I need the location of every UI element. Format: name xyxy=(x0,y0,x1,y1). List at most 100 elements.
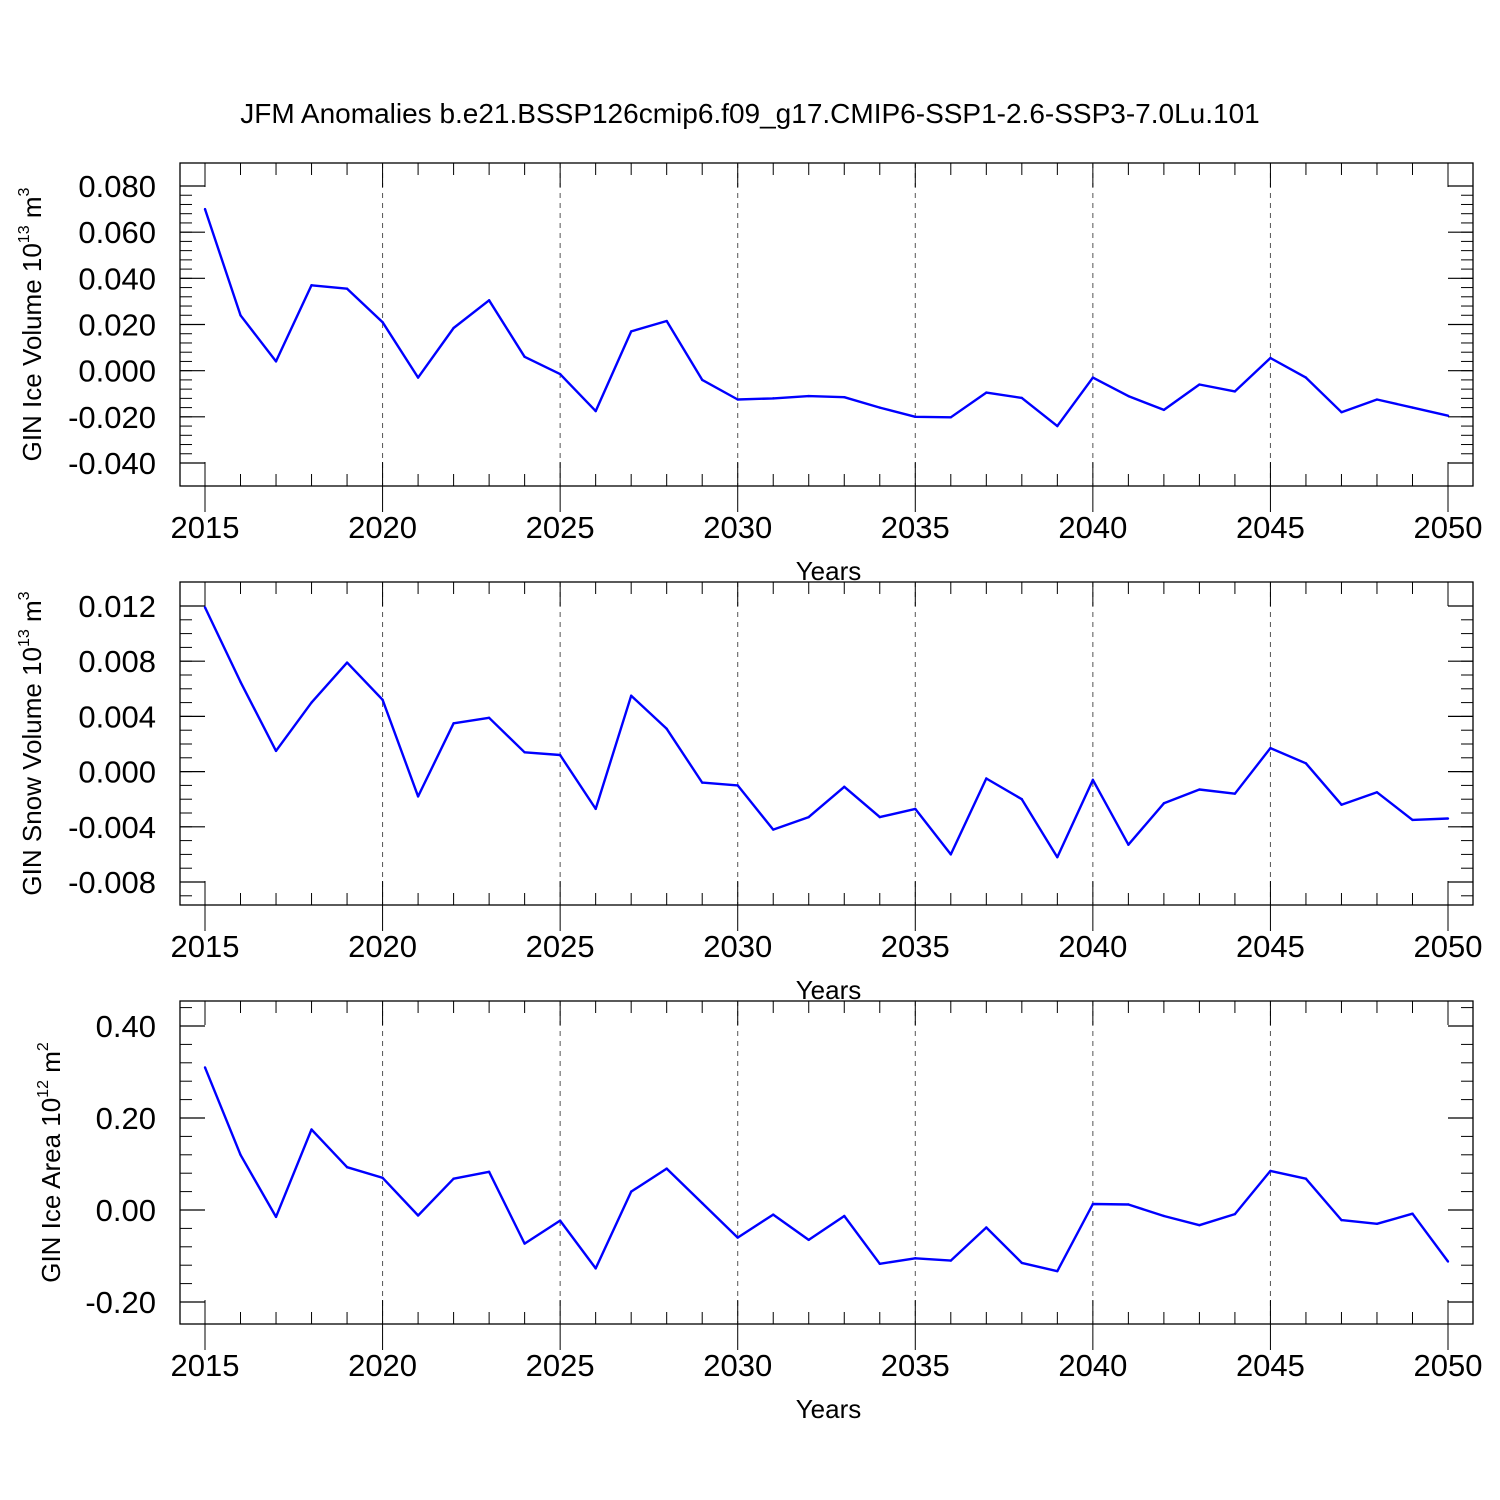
data-point xyxy=(487,1170,491,1174)
data-point xyxy=(1340,1218,1343,1222)
data-point xyxy=(239,680,242,684)
data-point xyxy=(274,360,278,363)
plot-frame xyxy=(179,1000,1474,1325)
data-point xyxy=(878,406,881,409)
data-point xyxy=(239,314,242,317)
x-tick-label: 2040 xyxy=(1058,510,1127,545)
x-tick-label: 2025 xyxy=(526,1348,595,1383)
data-point xyxy=(736,398,739,401)
data-point xyxy=(1091,376,1095,379)
data-point xyxy=(1162,408,1166,412)
data-point xyxy=(416,376,420,379)
data-point xyxy=(949,853,952,856)
data-point xyxy=(558,753,562,757)
data-point xyxy=(345,287,349,290)
y-tick-label: -0.040 xyxy=(68,446,156,481)
data-point xyxy=(914,415,917,419)
y-tick-label: -0.20 xyxy=(85,1285,156,1320)
data-point xyxy=(1446,414,1450,417)
data-point xyxy=(1446,817,1450,820)
data-point xyxy=(310,284,313,287)
data-point xyxy=(452,326,455,330)
data-point xyxy=(523,1242,526,1245)
data-point xyxy=(949,416,952,419)
data-point xyxy=(878,815,881,819)
y-tick-label: -0.004 xyxy=(68,810,156,845)
data-point xyxy=(985,391,988,394)
data-point xyxy=(416,1214,420,1217)
x-axis-label: Years xyxy=(796,975,862,1005)
x-tick-label: 2015 xyxy=(171,1348,240,1383)
data-point xyxy=(558,1219,562,1222)
data-point xyxy=(1304,1177,1308,1180)
data-point xyxy=(985,777,988,780)
x-tick-label: 2030 xyxy=(703,1348,772,1383)
data-point xyxy=(558,372,562,376)
x-tick-label: 2035 xyxy=(881,510,950,545)
data-point xyxy=(274,1215,278,1219)
data-point xyxy=(1198,788,1201,791)
data-point xyxy=(1198,383,1201,386)
y-tick-label: 0.20 xyxy=(96,1101,156,1136)
data-point xyxy=(416,795,420,798)
data-point xyxy=(807,1238,810,1242)
data-point xyxy=(1091,1202,1095,1206)
data-point xyxy=(594,1267,597,1270)
data-point xyxy=(736,784,739,787)
series-line xyxy=(203,208,1449,428)
x-tick-label: 2050 xyxy=(1414,1348,1483,1383)
x-tick-label: 2035 xyxy=(881,929,950,964)
y-tick-label: 0.012 xyxy=(78,589,156,624)
x-tick-label: 2045 xyxy=(1236,510,1305,545)
data-point xyxy=(914,807,917,811)
data-point xyxy=(772,828,775,831)
data-point xyxy=(203,606,207,609)
data-point xyxy=(203,1066,207,1069)
panel-ice-area: -0.20 0.00 0.20 0.40 2015 2020 2025 2030 2035 204… xyxy=(35,1000,1483,1424)
data-point xyxy=(629,694,633,697)
panel-ice-volume: -0.040 -0.020 0.000 0.020 0.040 0.060 0.080 201… xyxy=(16,162,1482,586)
data-point xyxy=(487,716,491,719)
data-point xyxy=(772,397,775,400)
y-tick-label: 0.000 xyxy=(78,354,156,389)
data-point xyxy=(1269,356,1272,360)
x-axis-label: Years xyxy=(796,556,862,586)
data-point xyxy=(1020,798,1024,801)
data-point xyxy=(452,722,455,725)
data-point xyxy=(1411,406,1414,409)
data-point xyxy=(807,815,810,819)
data-point xyxy=(1162,1214,1166,1218)
data-point xyxy=(452,1177,455,1180)
data-point xyxy=(701,378,704,382)
data-point xyxy=(736,1236,739,1239)
data-point xyxy=(381,1176,384,1180)
data-point xyxy=(203,207,207,211)
data-point xyxy=(772,1213,775,1216)
data-point xyxy=(1056,424,1059,428)
y-axis-label: GIN Snow Volume 1013 m3 xyxy=(16,591,47,895)
y-tick-label: 0.00 xyxy=(96,1193,156,1228)
data-point xyxy=(629,330,633,333)
y-axis-label: GIN Ice Area 1012 m2 xyxy=(35,1042,66,1283)
data-point xyxy=(1020,396,1024,400)
x-tick-label: 2020 xyxy=(348,1348,417,1383)
data-point xyxy=(594,807,597,811)
y-tick-label: -0.020 xyxy=(68,400,156,435)
data-point xyxy=(1056,1269,1059,1273)
data-point xyxy=(878,1262,881,1266)
data-point xyxy=(239,1153,242,1157)
data-point xyxy=(1091,778,1095,782)
x-tick-label: 2045 xyxy=(1236,929,1305,964)
data-point xyxy=(914,1257,917,1260)
y-tick-label: 0.004 xyxy=(78,699,156,734)
plot-frame xyxy=(179,162,1474,487)
data-point xyxy=(345,1166,349,1169)
x-axis-label: Years xyxy=(796,1394,862,1424)
y-tick-label: 0.40 xyxy=(96,1009,156,1044)
x-tick-label: 2035 xyxy=(881,1348,950,1383)
data-point xyxy=(1375,1222,1379,1226)
chart-title: JFM Anomalies b.e21.BSSP126cmip6.f09_g17… xyxy=(240,98,1260,129)
y-tick-label: 0.080 xyxy=(78,169,156,204)
data-point xyxy=(1446,1260,1450,1263)
